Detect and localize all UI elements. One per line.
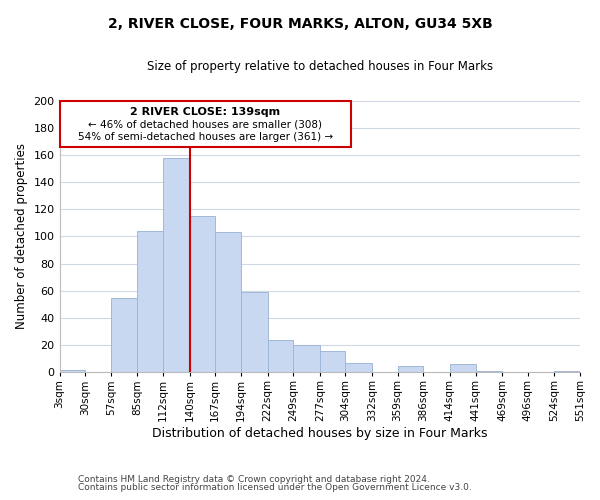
Bar — [293, 345, 320, 372]
Bar — [346, 363, 372, 372]
Bar — [268, 340, 293, 372]
Bar — [241, 292, 268, 372]
Bar — [163, 158, 190, 372]
Text: 2, RIVER CLOSE, FOUR MARKS, ALTON, GU34 5XB: 2, RIVER CLOSE, FOUR MARKS, ALTON, GU34 … — [107, 18, 493, 32]
X-axis label: Distribution of detached houses by size in Four Marks: Distribution of detached houses by size … — [152, 427, 488, 440]
Title: Size of property relative to detached houses in Four Marks: Size of property relative to detached ho… — [147, 60, 493, 73]
Text: 54% of semi-detached houses are larger (361) →: 54% of semi-detached houses are larger (… — [78, 132, 333, 142]
Y-axis label: Number of detached properties: Number of detached properties — [15, 144, 28, 330]
Text: ← 46% of detached houses are smaller (308): ← 46% of detached houses are smaller (30… — [88, 120, 322, 130]
Text: 2 RIVER CLOSE: 139sqm: 2 RIVER CLOSE: 139sqm — [130, 108, 280, 118]
FancyBboxPatch shape — [59, 100, 351, 147]
Bar — [554, 371, 580, 372]
Bar — [137, 231, 163, 372]
Text: Contains public sector information licensed under the Open Government Licence v3: Contains public sector information licen… — [78, 483, 472, 492]
Bar — [215, 232, 241, 372]
Text: Contains HM Land Registry data © Crown copyright and database right 2024.: Contains HM Land Registry data © Crown c… — [78, 475, 430, 484]
Bar — [111, 298, 137, 372]
Bar — [320, 350, 346, 372]
Bar — [476, 371, 502, 372]
Bar — [59, 370, 85, 372]
Bar — [398, 366, 423, 372]
Bar — [190, 216, 215, 372]
Bar — [450, 364, 476, 372]
